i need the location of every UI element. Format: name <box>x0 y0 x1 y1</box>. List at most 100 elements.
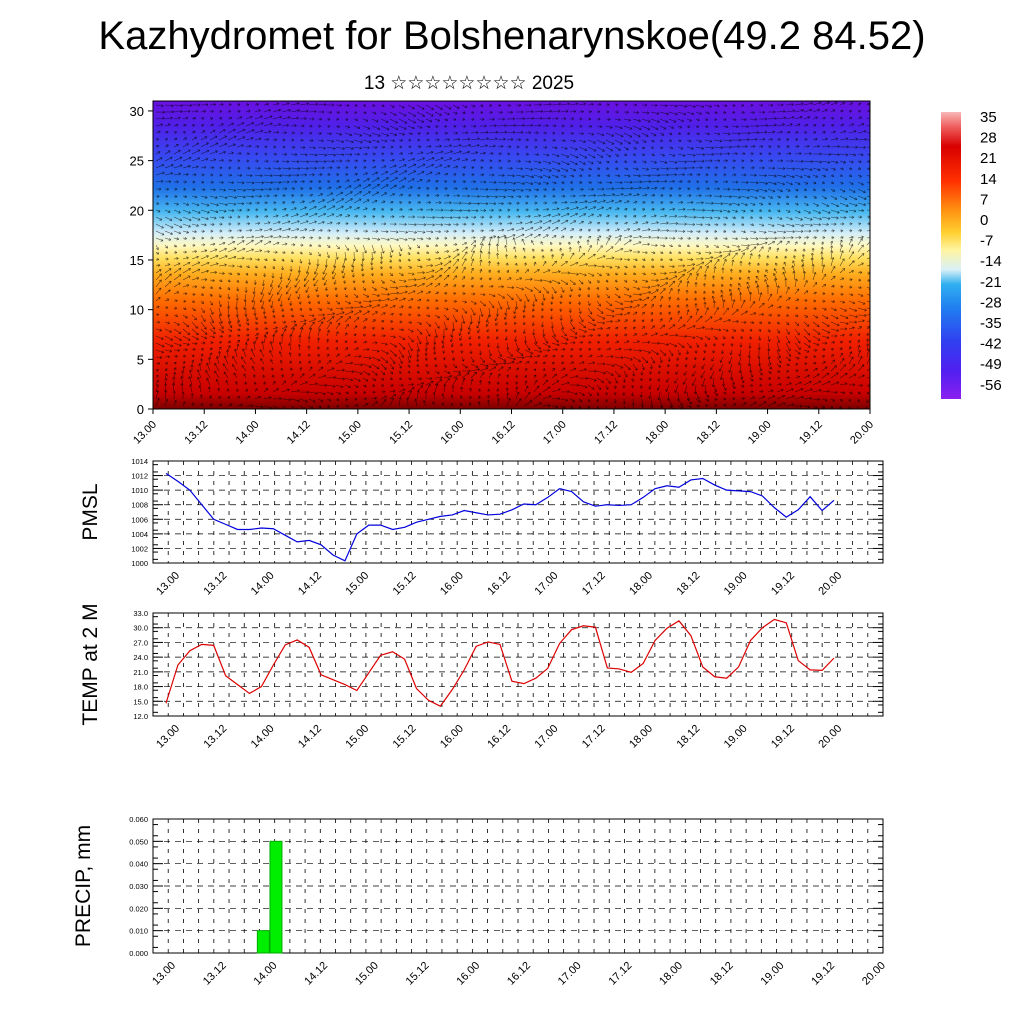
y-tick-label: 30 <box>130 104 144 119</box>
colorbar-label: -49 <box>980 356 1002 373</box>
colorbar-label: -35 <box>980 315 1002 332</box>
x-tick-label: 13.12 <box>182 419 210 447</box>
x-tick-label: 14.12 <box>296 723 324 751</box>
precip-bar <box>256 930 270 954</box>
x-tick-label: 16.00 <box>438 419 466 447</box>
x-tick-label: 19.00 <box>759 960 787 988</box>
x-tick-label: 16.00 <box>454 960 482 988</box>
x-tick-label: 17.12 <box>592 419 620 447</box>
y-tick-label: 1014 <box>131 457 148 466</box>
x-tick-label: 15.00 <box>353 960 381 988</box>
colorbar-label: -7 <box>980 233 993 250</box>
y-tick-label: 1010 <box>131 486 148 495</box>
y-tick-label: 27.0 <box>133 638 148 647</box>
plot-frame <box>152 818 884 954</box>
x-tick-label: 14.12 <box>302 960 330 988</box>
x-tick-label: 15.12 <box>391 723 419 751</box>
colorbar-label: 35 <box>980 109 997 126</box>
x-tick-label: 19.12 <box>769 723 797 751</box>
x-tick-label: 19.00 <box>722 570 750 598</box>
y-axis-title: PMSL <box>79 483 102 540</box>
y-tick-label: 18.0 <box>133 683 148 692</box>
y-tick-label: 10 <box>130 303 144 318</box>
x-tick-label: 15.12 <box>391 570 419 598</box>
y-tick-label: 0.050 <box>129 837 148 846</box>
x-tick-label: 16.12 <box>505 960 533 988</box>
x-tick-label: 14.00 <box>249 723 277 751</box>
x-tick-label: 17.00 <box>533 723 561 751</box>
colorbar-label: -56 <box>980 377 1002 394</box>
y-tick-label: 0.020 <box>129 904 148 913</box>
x-tick-label: 14.00 <box>252 960 280 988</box>
x-tick-label: 14.12 <box>296 570 324 598</box>
x-tick-label: 17.00 <box>556 960 584 988</box>
y-tick-label: 1012 <box>131 472 148 481</box>
x-tick-label: 14.12 <box>285 419 313 447</box>
y-tick-label: 21.0 <box>133 668 148 677</box>
temperature-series-line <box>165 618 835 707</box>
y-tick-label: 1006 <box>131 515 148 524</box>
y-axis-title: PRECIP, mm <box>72 825 95 947</box>
heatmap-field <box>153 101 870 409</box>
precip-bar <box>269 840 283 954</box>
x-tick-label: 15.12 <box>387 419 415 447</box>
page-subtitle: 13 ☆☆☆☆☆☆☆☆ 2025 <box>363 73 575 94</box>
x-tick-label: 18.12 <box>674 570 702 598</box>
x-tick-label: 16.00 <box>438 723 466 751</box>
y-tick-label: 5 <box>137 352 144 367</box>
y-tick-label: 33.0 <box>133 609 148 618</box>
x-tick-label: 19.12 <box>797 419 825 447</box>
x-tick-label: 19.00 <box>722 723 750 751</box>
x-tick-label: 18.00 <box>627 570 655 598</box>
page-title: Kazhydromet for Bolshenarynskoe(49.2 84.… <box>98 14 926 58</box>
y-tick-label: 15 <box>130 253 144 268</box>
x-tick-label: 16.12 <box>490 419 518 447</box>
x-tick-label: 14.00 <box>249 570 277 598</box>
x-tick-label: 18.12 <box>695 419 723 447</box>
x-tick-label: 19.00 <box>746 419 774 447</box>
colorbar-label: 21 <box>980 150 997 167</box>
x-tick-label: 18.12 <box>708 960 736 988</box>
x-tick-label: 18.00 <box>657 960 685 988</box>
colorbar-label: 0 <box>980 212 988 229</box>
y-tick-label: 15.0 <box>133 697 148 706</box>
colorbar-label: 14 <box>980 171 997 188</box>
plot-frame <box>152 612 884 717</box>
colorbar-label: 28 <box>980 130 997 147</box>
x-tick-label: 13.00 <box>154 570 182 598</box>
x-tick-label: 15.12 <box>404 960 432 988</box>
colorbar-label: -28 <box>980 294 1002 311</box>
x-tick-label: 17.12 <box>606 960 634 988</box>
y-axis-title: TEMP at 2 M <box>79 603 102 725</box>
y-tick-label: 0.000 <box>129 949 148 958</box>
x-tick-label: 19.12 <box>809 960 837 988</box>
plot-frame <box>152 460 884 564</box>
y-tick-label: 24.0 <box>133 653 148 662</box>
colorbar-labels: 35 28 21 14 7 0 -7 -14 -21 -28 -35 -42 -49 -56 <box>980 109 1002 394</box>
x-tick-label: 13.00 <box>154 723 182 751</box>
x-tick-label: 18.00 <box>643 419 671 447</box>
x-tick-label: 13.12 <box>201 960 229 988</box>
y-tick-label: 0.040 <box>129 860 148 869</box>
colorbar-label: 7 <box>980 191 988 208</box>
y-tick-label: 0.010 <box>129 927 148 936</box>
heatmap-x-axis: 13.00 13.12 14.00 14.12 15.00 15.12 16.00 16.12… <box>131 409 876 447</box>
x-tick-label: 17.00 <box>533 570 561 598</box>
wind-vectors <box>155 101 870 409</box>
x-tick-label: 18.12 <box>674 723 702 751</box>
x-tick-label: 13.00 <box>131 419 159 447</box>
y-tick-label: 0 <box>137 402 144 417</box>
y-tick-label: 20 <box>130 203 144 218</box>
x-tick-label: 17.12 <box>580 570 608 598</box>
x-tick-label: 16.12 <box>485 723 513 751</box>
y-tick-label: 1008 <box>131 501 148 510</box>
y-tick-label: 12.0 <box>133 712 148 721</box>
x-tick-label: 14.00 <box>234 419 262 447</box>
x-tick-label: 18.00 <box>627 723 655 751</box>
x-tick-label: 13.12 <box>201 570 229 598</box>
x-tick-label: 15.00 <box>336 419 364 447</box>
colorbar-label: -14 <box>980 253 1002 270</box>
colorbar <box>941 112 961 399</box>
y-tick-label: 25 <box>130 154 144 169</box>
x-tick-label: 20.00 <box>848 419 876 447</box>
